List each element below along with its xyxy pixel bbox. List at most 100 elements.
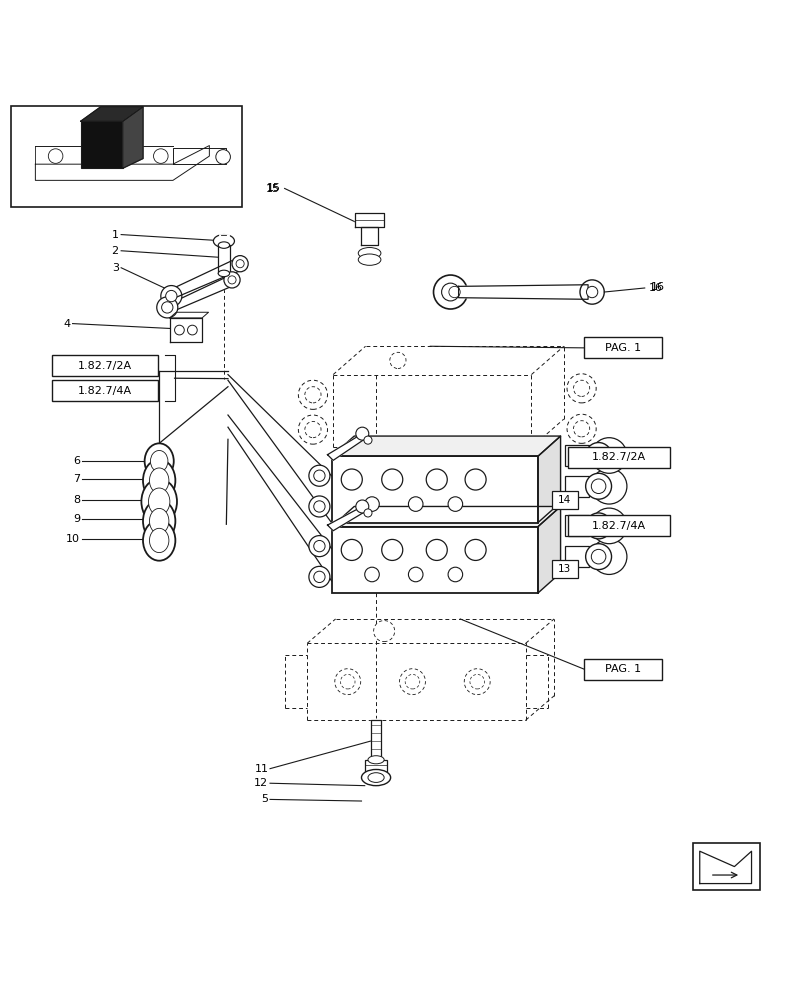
Circle shape: [585, 544, 611, 570]
FancyBboxPatch shape: [80, 121, 122, 168]
Text: 15: 15: [266, 183, 281, 193]
Circle shape: [585, 473, 611, 499]
Ellipse shape: [213, 235, 234, 248]
FancyBboxPatch shape: [11, 106, 242, 207]
Circle shape: [364, 497, 379, 511]
Text: 1.82.7/2A: 1.82.7/2A: [78, 361, 132, 371]
Circle shape: [399, 669, 425, 695]
Text: 14: 14: [557, 495, 570, 505]
Text: PAG. 1: PAG. 1: [604, 343, 640, 353]
Text: 8: 8: [73, 495, 79, 505]
Text: 7: 7: [73, 474, 79, 484]
Circle shape: [308, 496, 329, 517]
Circle shape: [448, 567, 462, 582]
Polygon shape: [699, 851, 751, 884]
Circle shape: [433, 275, 467, 309]
Circle shape: [585, 443, 611, 468]
Circle shape: [224, 272, 240, 288]
FancyBboxPatch shape: [567, 515, 669, 536]
Polygon shape: [361, 227, 377, 245]
FancyBboxPatch shape: [693, 843, 759, 890]
Circle shape: [585, 513, 611, 539]
Circle shape: [161, 302, 173, 313]
Circle shape: [165, 290, 177, 302]
Polygon shape: [458, 285, 587, 299]
Ellipse shape: [143, 500, 175, 542]
Ellipse shape: [143, 460, 175, 502]
Ellipse shape: [149, 468, 169, 493]
Ellipse shape: [361, 769, 390, 786]
Polygon shape: [327, 434, 365, 460]
Circle shape: [363, 436, 371, 444]
Circle shape: [590, 508, 626, 544]
Circle shape: [573, 421, 589, 437]
Circle shape: [586, 286, 597, 298]
Circle shape: [236, 260, 244, 268]
Polygon shape: [36, 146, 209, 180]
Circle shape: [161, 286, 182, 307]
Polygon shape: [169, 312, 208, 318]
Text: 4: 4: [63, 319, 70, 329]
Circle shape: [408, 497, 423, 511]
Text: 1: 1: [112, 230, 118, 240]
Circle shape: [566, 414, 595, 443]
Polygon shape: [327, 506, 365, 531]
Text: 2: 2: [111, 246, 118, 256]
Text: 6: 6: [73, 456, 79, 466]
Circle shape: [216, 150, 230, 164]
Text: 5: 5: [261, 794, 268, 804]
Polygon shape: [160, 277, 239, 311]
Ellipse shape: [367, 773, 384, 782]
Circle shape: [298, 415, 327, 444]
Circle shape: [464, 669, 490, 695]
Ellipse shape: [150, 450, 168, 472]
FancyBboxPatch shape: [51, 380, 158, 401]
Circle shape: [153, 149, 168, 163]
Circle shape: [590, 539, 626, 574]
Circle shape: [304, 387, 320, 403]
Circle shape: [590, 519, 605, 533]
Ellipse shape: [358, 254, 380, 265]
Polygon shape: [537, 436, 560, 523]
Circle shape: [334, 669, 360, 695]
FancyBboxPatch shape: [567, 447, 669, 468]
Circle shape: [590, 549, 605, 564]
FancyBboxPatch shape: [583, 337, 661, 358]
FancyBboxPatch shape: [551, 491, 577, 509]
Circle shape: [232, 256, 248, 272]
Polygon shape: [331, 436, 560, 456]
FancyBboxPatch shape: [331, 456, 537, 523]
Polygon shape: [371, 720, 380, 761]
Circle shape: [304, 422, 320, 438]
Circle shape: [355, 427, 368, 440]
Polygon shape: [80, 107, 143, 121]
Circle shape: [579, 280, 603, 304]
FancyBboxPatch shape: [331, 527, 537, 593]
Circle shape: [441, 283, 459, 301]
Text: 13: 13: [557, 564, 570, 574]
Ellipse shape: [144, 443, 174, 479]
Ellipse shape: [149, 528, 169, 553]
FancyBboxPatch shape: [583, 659, 661, 680]
Circle shape: [174, 325, 184, 335]
Ellipse shape: [141, 479, 177, 524]
Circle shape: [381, 539, 402, 560]
Circle shape: [298, 380, 327, 409]
Circle shape: [228, 276, 236, 284]
Text: 9: 9: [73, 514, 79, 524]
Circle shape: [590, 438, 626, 473]
Circle shape: [448, 286, 460, 298]
FancyBboxPatch shape: [51, 355, 158, 376]
Circle shape: [341, 539, 362, 560]
Circle shape: [448, 497, 462, 511]
Ellipse shape: [367, 756, 384, 764]
Polygon shape: [169, 318, 202, 342]
Circle shape: [340, 674, 354, 689]
Circle shape: [381, 469, 402, 490]
Circle shape: [363, 509, 371, 517]
Circle shape: [308, 536, 329, 557]
Text: 15: 15: [265, 184, 280, 194]
Circle shape: [308, 465, 329, 486]
Text: 1.82.7/4A: 1.82.7/4A: [591, 521, 645, 531]
Circle shape: [364, 567, 379, 582]
